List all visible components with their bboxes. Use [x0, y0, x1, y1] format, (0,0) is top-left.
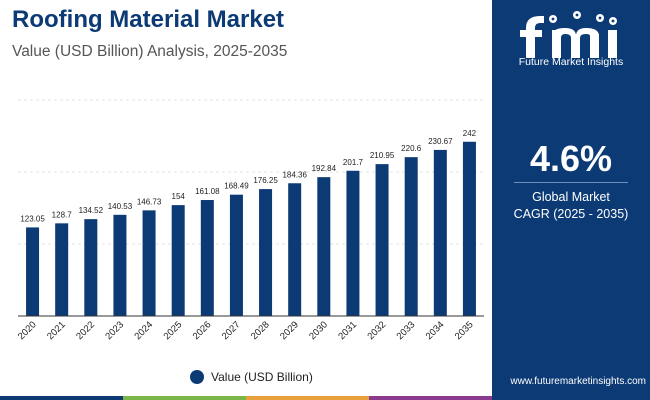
- data-label: 192.84: [312, 164, 337, 173]
- x-tick-label: 2030: [307, 319, 330, 342]
- x-tick-label: 2035: [453, 319, 476, 342]
- bar: [433, 149, 447, 316]
- data-label: 242: [463, 129, 477, 138]
- cagr-label-period: CAGR (2025 - 2035): [513, 207, 629, 221]
- bar: [346, 170, 360, 316]
- legend-swatch: [190, 370, 204, 384]
- cagr-divider: [514, 182, 628, 183]
- x-tick-label: 2028: [249, 319, 272, 342]
- bar: [288, 183, 302, 316]
- bottom-color-stripe: [0, 396, 492, 400]
- bar: [26, 227, 40, 316]
- bar: [113, 214, 127, 316]
- x-tick-label: 2023: [103, 319, 126, 342]
- x-tick-label: 2024: [132, 319, 155, 342]
- logo-text: Future Market Insights: [518, 56, 624, 68]
- x-tick-label: 2033: [395, 319, 418, 342]
- website-link[interactable]: www.futuremarketinsights.com: [510, 376, 646, 387]
- x-tick-label: 2034: [424, 319, 447, 342]
- data-label: 220.6: [401, 144, 422, 153]
- data-label: 123.05: [20, 214, 45, 223]
- bar: [259, 189, 273, 316]
- stripe-segment: [369, 396, 492, 400]
- cagr-label-market: Global Market: [532, 190, 610, 204]
- data-label: 184.36: [282, 170, 307, 179]
- x-tick-label: 2032: [365, 319, 388, 342]
- data-label: 201.7: [343, 158, 364, 167]
- chart-subtitle: Value (USD Billion) Analysis, 2025-2035: [12, 43, 288, 60]
- data-label: 154: [172, 192, 186, 201]
- bar: [200, 200, 214, 316]
- bar: [55, 223, 69, 316]
- cagr-value: 4.6%: [529, 138, 613, 179]
- bar: [317, 177, 331, 316]
- bar: [84, 219, 98, 316]
- data-label: 128.7: [52, 210, 73, 219]
- bar: [142, 210, 156, 316]
- data-label: 210.95: [370, 151, 395, 160]
- bar-chart: 123.05 2020 128.7 2021 134.52 2022 140.53 2023 1…: [16, 99, 484, 342]
- x-tick-label: 2027: [220, 319, 243, 342]
- stripe-segment: [123, 396, 246, 400]
- x-tick-label: 2022: [74, 319, 97, 342]
- data-label: 134.52: [79, 206, 104, 215]
- bar: [229, 194, 243, 316]
- data-label: 146.73: [137, 197, 162, 206]
- bar: [462, 141, 476, 316]
- data-label: 176.25: [253, 176, 278, 185]
- fmi-logo: [520, 11, 617, 58]
- data-label: 230.67: [428, 137, 453, 146]
- stripe-segment: [246, 396, 369, 400]
- legend: Value (USD Billion): [190, 368, 313, 386]
- data-label: 140.53: [108, 202, 133, 211]
- stripe-segment: [0, 396, 123, 400]
- data-label: 161.08: [195, 187, 220, 196]
- x-tick-label: 2020: [16, 319, 39, 342]
- x-tick-label: 2021: [45, 319, 68, 342]
- x-tick-label: 2026: [191, 319, 214, 342]
- data-label: 168.49: [224, 182, 249, 191]
- x-tick-label: 2029: [278, 319, 301, 342]
- bar: [404, 157, 418, 316]
- bar: [375, 164, 389, 316]
- sidebar-panel: Future Market Insights 4.6% Global Marke…: [492, 0, 650, 400]
- bar: [171, 205, 185, 316]
- chart-title: Roofing Material Market: [12, 6, 285, 33]
- x-tick-label: 2031: [336, 319, 359, 342]
- legend-label: Value (USD Billion): [211, 370, 313, 384]
- x-tick-label: 2025: [162, 319, 185, 342]
